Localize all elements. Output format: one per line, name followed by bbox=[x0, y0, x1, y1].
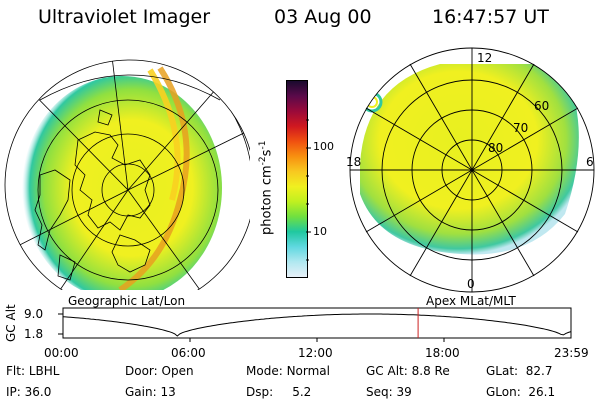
mlt-12-label: 12 bbox=[477, 51, 492, 65]
mlt-0-label: 0 bbox=[467, 277, 475, 291]
altitude-curve bbox=[62, 313, 572, 337]
info-mode-label: Mode: bbox=[246, 364, 283, 378]
info-door-label: Door: bbox=[125, 364, 158, 378]
info-glat-value: 82.7 bbox=[525, 364, 553, 378]
info-gcalt-value: 8.8 Re bbox=[411, 364, 450, 378]
info-row-1: Flt: LBHL Door: Open Mode: Normal GC Alt… bbox=[6, 364, 596, 382]
info-dsp-label: Dsp: bbox=[246, 385, 274, 399]
info-gain-value: 13 bbox=[160, 385, 176, 399]
info-ip: IP: 36.0 bbox=[6, 385, 51, 399]
colorbar bbox=[286, 80, 308, 278]
info-seq-value: 39 bbox=[396, 385, 412, 399]
colorbar-unit-base: photon cm bbox=[259, 165, 275, 235]
timeline-xtick-0: 00:00 bbox=[44, 346, 79, 360]
info-mode: Mode: Normal bbox=[246, 364, 330, 378]
apex-disk bbox=[360, 64, 579, 255]
timeline-ytick-low: 1.8 bbox=[24, 327, 44, 341]
info-row-2: IP: 36.0 Gain: 13 Dsp: 5.2 Seq: 39 GLon:… bbox=[6, 385, 596, 403]
info-seq: Seq: 39 bbox=[366, 385, 412, 399]
info-glat: GLat: 82.7 bbox=[486, 364, 552, 378]
coastlines bbox=[34, 109, 151, 281]
timeline-xtick-3: 18:00 bbox=[425, 346, 460, 360]
info-flt-value: LBHL bbox=[28, 364, 60, 378]
mlt-18-label: 18 bbox=[346, 155, 361, 169]
info-glon-value: 26.1 bbox=[528, 385, 556, 399]
info-door: Door: Open bbox=[125, 364, 194, 378]
info-dsp: Dsp: 5.2 bbox=[246, 385, 311, 399]
colorbar-unit-exp1: -2 bbox=[258, 156, 268, 166]
colorbar-tick-100: 100 bbox=[313, 140, 334, 153]
date-label: 03 Aug 00 bbox=[274, 6, 372, 28]
info-gain-label: Gain: bbox=[125, 385, 157, 399]
mlat-80-label: 80 bbox=[488, 141, 503, 155]
timeline-ytick-high: 9.0 bbox=[24, 307, 44, 321]
timeline-xtick-1: 06:00 bbox=[171, 346, 206, 360]
colorbar-unit-label: photon cm-2s-1 bbox=[258, 141, 274, 235]
timeline-xtick-4: 23:59 bbox=[554, 346, 589, 360]
info-ip-value: 36.0 bbox=[24, 385, 52, 399]
info-flt-label: Flt: bbox=[6, 364, 25, 378]
colorbar-unit-mid: s bbox=[259, 149, 275, 157]
time-label: 16:47:57 UT bbox=[432, 6, 549, 28]
info-ip-label: IP: bbox=[6, 385, 21, 399]
info-glon-label: GLon: bbox=[486, 385, 521, 399]
apex-caption: Apex MLat/MLT bbox=[426, 294, 516, 308]
info-gcalt: GC Alt: 8.8 Re bbox=[366, 364, 450, 378]
altitude-timeline[interactable] bbox=[0, 306, 600, 346]
colorbar-ticks bbox=[306, 119, 311, 261]
geographic-map[interactable] bbox=[0, 40, 250, 290]
earth-disk bbox=[5, 60, 250, 290]
timeline-y-label: GC Alt bbox=[4, 304, 18, 342]
info-gain: Gain: 13 bbox=[125, 385, 176, 399]
info-seq-label: Seq: bbox=[366, 385, 393, 399]
info-flt: Flt: LBHL bbox=[6, 364, 59, 378]
mlat-grid bbox=[349, 47, 595, 293]
mlat-60-label: 60 bbox=[534, 99, 549, 113]
mlt-6-label: 6 bbox=[586, 155, 594, 169]
info-door-value: Open bbox=[161, 364, 194, 378]
mlat-70-label: 70 bbox=[513, 121, 528, 135]
geographic-caption: Geographic Lat/Lon bbox=[68, 294, 186, 308]
timeline-frame bbox=[62, 307, 572, 339]
info-panel: Flt: LBHL Door: Open Mode: Normal GC Alt… bbox=[6, 364, 596, 403]
colorbar-gradient bbox=[287, 81, 307, 277]
apex-map[interactable]: 12 18 6 0 60 70 80 bbox=[340, 44, 600, 299]
info-mode-value: Normal bbox=[286, 364, 330, 378]
info-glat-label: GLat: bbox=[486, 364, 519, 378]
colorbar-unit-exp2: -1 bbox=[258, 140, 268, 150]
colorbar-tick-10: 10 bbox=[313, 225, 327, 238]
info-dsp-value: 5.2 bbox=[292, 385, 312, 399]
info-glon: GLon: 26.1 bbox=[486, 385, 555, 399]
timeline-xtick-2: 12:00 bbox=[298, 346, 333, 360]
instrument-title: Ultraviolet Imager bbox=[38, 6, 211, 28]
info-gcalt-label: GC Alt: bbox=[366, 364, 408, 378]
